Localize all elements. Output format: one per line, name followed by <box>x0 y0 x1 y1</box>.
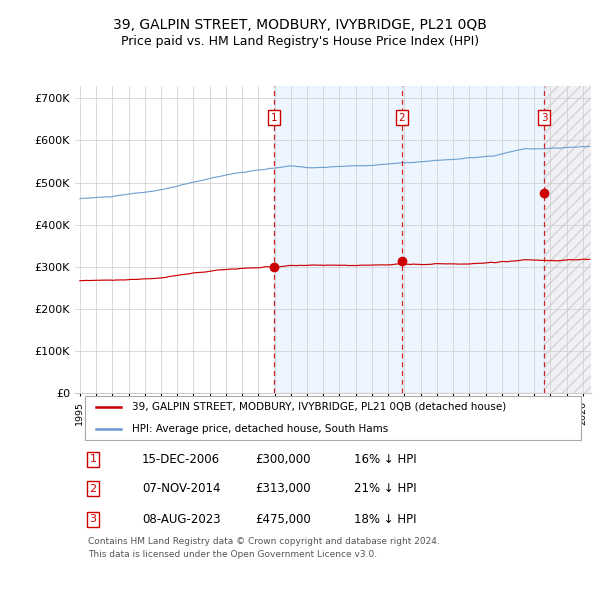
Text: 15-DEC-2006: 15-DEC-2006 <box>142 453 220 466</box>
Text: 18% ↓ HPI: 18% ↓ HPI <box>353 513 416 526</box>
Text: 21% ↓ HPI: 21% ↓ HPI <box>353 482 416 495</box>
Text: £300,000: £300,000 <box>256 453 311 466</box>
Text: 1: 1 <box>271 113 277 123</box>
Text: Contains HM Land Registry data © Crown copyright and database right 2024.
This d: Contains HM Land Registry data © Crown c… <box>88 537 440 559</box>
Bar <box>544 86 591 394</box>
Text: 2: 2 <box>89 484 97 494</box>
Text: 1: 1 <box>89 454 97 464</box>
Text: 39, GALPIN STREET, MODBURY, IVYBRIDGE, PL21 0QB: 39, GALPIN STREET, MODBURY, IVYBRIDGE, P… <box>113 18 487 32</box>
Text: 08-AUG-2023: 08-AUG-2023 <box>142 513 221 526</box>
Bar <box>274 86 544 394</box>
Text: HPI: Average price, detached house, South Hams: HPI: Average price, detached house, Sout… <box>132 424 388 434</box>
Text: 07-NOV-2014: 07-NOV-2014 <box>142 482 221 495</box>
Text: 2: 2 <box>398 113 406 123</box>
Bar <box>544 86 591 394</box>
Text: Price paid vs. HM Land Registry's House Price Index (HPI): Price paid vs. HM Land Registry's House … <box>121 35 479 48</box>
Text: 3: 3 <box>541 113 547 123</box>
Text: £475,000: £475,000 <box>256 513 311 526</box>
Text: 39, GALPIN STREET, MODBURY, IVYBRIDGE, PL21 0QB (detached house): 39, GALPIN STREET, MODBURY, IVYBRIDGE, P… <box>132 402 506 412</box>
Text: £313,000: £313,000 <box>256 482 311 495</box>
FancyBboxPatch shape <box>85 396 581 440</box>
Text: 16% ↓ HPI: 16% ↓ HPI <box>353 453 416 466</box>
Text: 3: 3 <box>89 514 97 525</box>
